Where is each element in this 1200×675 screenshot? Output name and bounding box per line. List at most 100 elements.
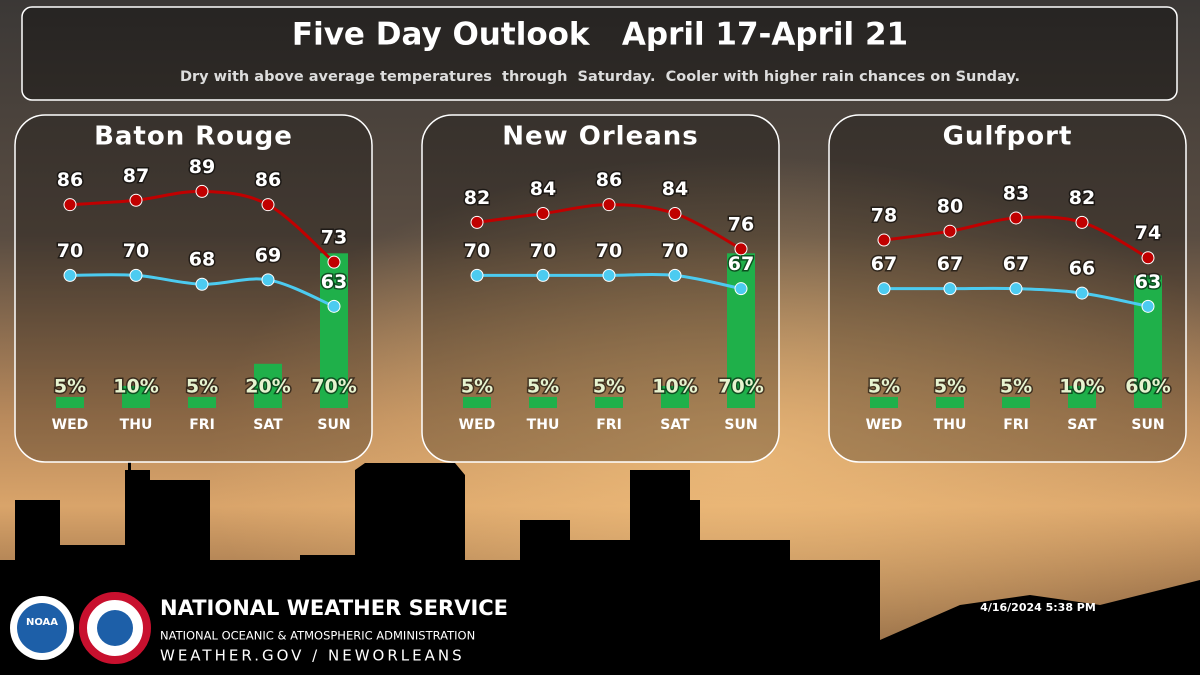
rain-bar <box>188 396 216 408</box>
day-label: SAT <box>253 417 283 433</box>
temp-point <box>195 277 209 291</box>
rain-label: 5% <box>186 376 218 398</box>
temp-point <box>63 198 77 212</box>
temp-label: 89 <box>189 156 215 178</box>
temp-point <box>327 299 341 313</box>
rain-label: 20% <box>245 376 290 398</box>
rain-bar <box>661 385 689 408</box>
noaa-logo-text: NOAA <box>26 617 58 628</box>
temp-point <box>734 242 748 256</box>
temp-label: 70 <box>530 240 556 262</box>
temp-label: 70 <box>464 240 490 262</box>
rain-label: 5% <box>1000 376 1032 398</box>
temp-point <box>195 184 209 198</box>
temp-point <box>129 193 143 207</box>
day-label: SUN <box>317 417 350 433</box>
temp-label: 82 <box>464 187 490 209</box>
temp-point <box>536 207 550 221</box>
timestamp: 4/16/2024 5:38 PM <box>980 601 1096 614</box>
temp-point <box>1075 215 1089 229</box>
temp-point <box>877 233 891 247</box>
rain-label: 5% <box>934 376 966 398</box>
temp-point <box>470 215 484 229</box>
temp-label: 78 <box>871 205 897 227</box>
day-label: THU <box>120 417 153 433</box>
day-label: SAT <box>1067 417 1097 433</box>
rain-label: 70% <box>311 376 356 398</box>
temp-point <box>1009 211 1023 225</box>
temp-label: 86 <box>57 169 83 191</box>
temp-point <box>63 268 77 282</box>
rain-bar <box>936 396 964 408</box>
temp-label: 63 <box>1135 271 1161 293</box>
temp-point <box>1009 282 1023 296</box>
rain-bar <box>463 396 491 408</box>
rain-bar <box>254 363 282 408</box>
temp-point <box>470 268 484 282</box>
temp-point <box>1075 286 1089 300</box>
day-label: WED <box>459 417 496 433</box>
header-box <box>21 6 1178 101</box>
rain-bar <box>56 396 84 408</box>
day-label: SUN <box>1131 417 1164 433</box>
temp-label: 63 <box>321 271 347 293</box>
temp-label: 83 <box>1003 182 1029 204</box>
rain-label: 10% <box>652 376 697 398</box>
rain-bar <box>529 396 557 408</box>
temp-label: 73 <box>321 227 347 249</box>
panel <box>421 114 780 463</box>
temp-label: 67 <box>871 253 897 275</box>
temp-label: 67 <box>728 253 754 275</box>
rain-bar <box>595 396 623 408</box>
temp-label: 69 <box>255 244 281 266</box>
chart-title: Baton Rouge <box>94 122 293 152</box>
skyline <box>0 462 1200 675</box>
temp-point <box>1141 299 1155 313</box>
day-label: FRI <box>1003 417 1029 433</box>
nws-logo-inner <box>97 610 133 646</box>
temp-point <box>327 255 341 269</box>
day-label: THU <box>527 417 560 433</box>
temp-label: 70 <box>662 240 688 262</box>
temp-label: 70 <box>596 240 622 262</box>
temp-point <box>734 282 748 296</box>
rain-bar <box>320 253 348 408</box>
temp-label: 70 <box>57 240 83 262</box>
agency: NATIONAL WEATHER SERVICE <box>160 596 508 620</box>
temp-label: 86 <box>255 169 281 191</box>
noaa-logo-inner <box>17 603 67 653</box>
temp-point <box>602 198 616 212</box>
rain-label: 5% <box>593 376 625 398</box>
rain-label: 10% <box>113 376 158 398</box>
rain-label: 5% <box>461 376 493 398</box>
chart-title: New Orleans <box>502 122 698 152</box>
url: WEATHER.GOV / NEWORLEANS <box>160 647 465 665</box>
temp-label: 84 <box>530 178 556 200</box>
temp-label: 70 <box>123 240 149 262</box>
nws-logo-ring <box>79 592 151 664</box>
temp-point <box>1141 251 1155 265</box>
temp-label: 67 <box>1003 253 1029 275</box>
rain-bar <box>1002 396 1030 408</box>
temp-label: 67 <box>937 253 963 275</box>
rain-bar <box>122 385 150 408</box>
day-label: FRI <box>189 417 215 433</box>
temp-point <box>668 207 682 221</box>
temp-point <box>129 268 143 282</box>
temp-point <box>877 282 891 296</box>
parent-agency: NATIONAL OCEANIC & ATMOSPHERIC ADMINISTR… <box>160 629 475 643</box>
day-label: WED <box>866 417 903 433</box>
title: Five Day Outlook April 17-April 21 <box>292 17 908 53</box>
rain-bar <box>727 253 755 408</box>
temp-point <box>943 224 957 238</box>
temp-label: 84 <box>662 178 688 200</box>
day-label: SAT <box>660 417 690 433</box>
rain-bar <box>1134 275 1162 408</box>
temp-label: 76 <box>728 213 754 235</box>
temp-label: 87 <box>123 165 149 187</box>
rain-label: 5% <box>527 376 559 398</box>
subtitle: Dry with above average temperatures thro… <box>180 69 1020 85</box>
temp-point <box>261 198 275 212</box>
rain-label: 60% <box>1125 376 1170 398</box>
